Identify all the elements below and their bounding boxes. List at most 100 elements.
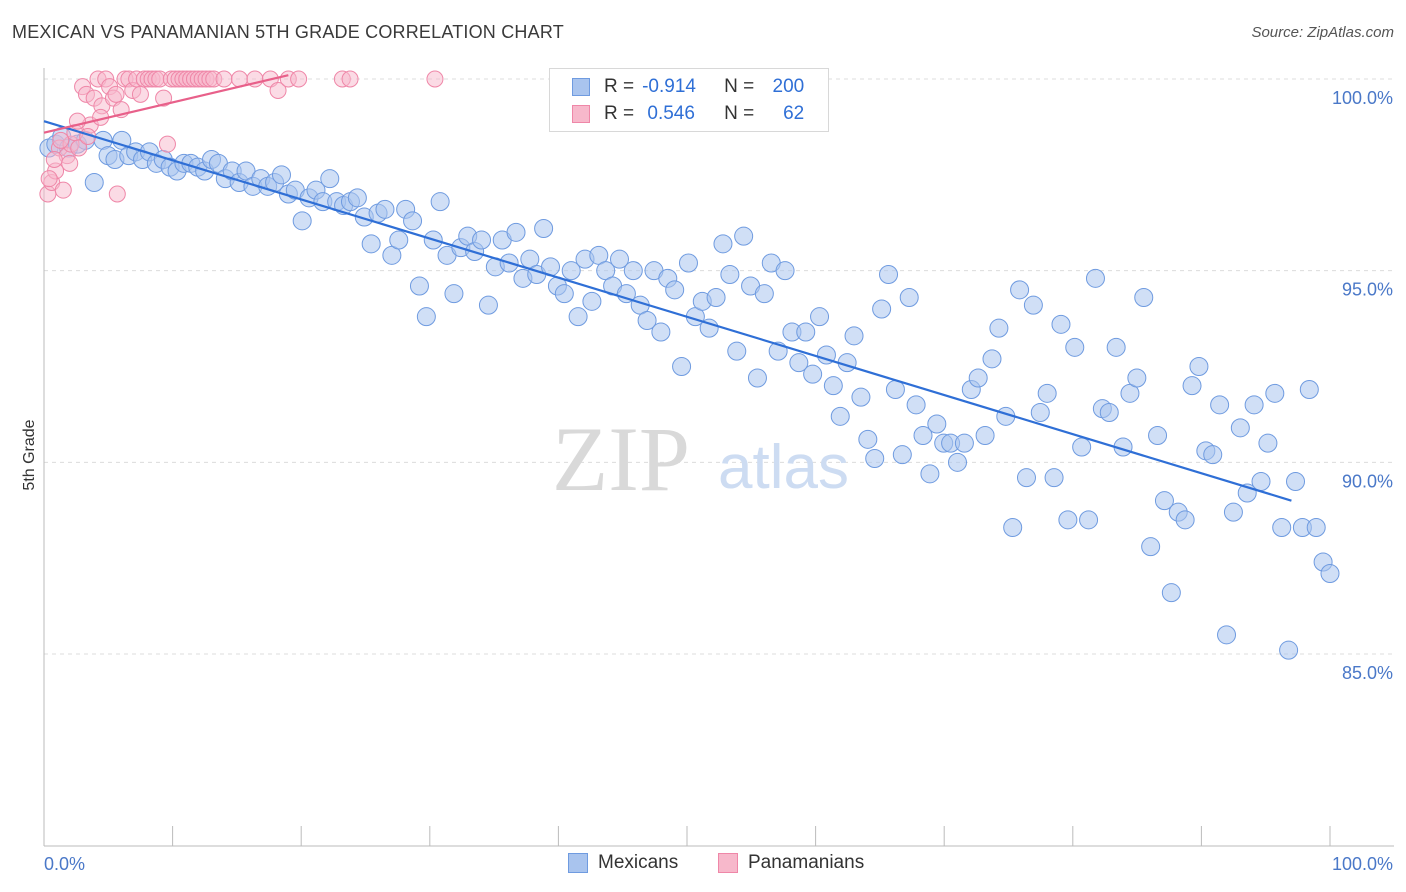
watermark-zip: ZIP xyxy=(552,408,690,510)
data-point-mexicans xyxy=(1037,383,1057,403)
data-point-panamanians xyxy=(426,70,444,88)
data-point-mexicans xyxy=(803,364,823,384)
data-point-mexicans xyxy=(775,261,795,281)
legend-label-mexicans: Mexicans xyxy=(598,852,679,873)
data-point-mexicans xyxy=(609,249,629,269)
data-point-mexicans xyxy=(823,376,843,396)
data-point-mexicans xyxy=(1272,518,1292,537)
data-point-mexicans xyxy=(699,318,719,338)
data-point-mexicans xyxy=(347,188,367,208)
data-point-mexicans xyxy=(1154,491,1174,511)
data-point-mexicans xyxy=(975,426,995,445)
data-point-mexicans xyxy=(409,276,429,296)
data-point-mexicans xyxy=(720,265,740,284)
data-point-mexicans xyxy=(851,387,871,407)
data-point-mexicans xyxy=(320,169,340,189)
data-point-mexicans xyxy=(872,299,892,319)
data-point-mexicans xyxy=(1217,625,1237,645)
legend-r-value: 0.546 xyxy=(642,103,695,124)
data-point-panamanians xyxy=(61,154,79,172)
data-point-mexicans xyxy=(982,349,1002,369)
data-point-mexicans xyxy=(1044,468,1064,488)
data-point-mexicans xyxy=(637,311,657,330)
legend-swatch-mexicans xyxy=(568,853,588,873)
data-point-mexicans xyxy=(865,449,885,468)
legend-label-panamanians: Panamanians xyxy=(748,852,865,873)
data-point-mexicans xyxy=(1258,433,1278,453)
data-point-panamanians xyxy=(108,185,126,203)
legend-swatch-panamanians xyxy=(718,853,738,873)
data-point-mexicans xyxy=(554,284,574,304)
series-mexicans xyxy=(39,127,1340,660)
data-point-panamanians xyxy=(107,85,125,103)
data-point-mexicans xyxy=(1016,468,1036,488)
legend-row-panamanians: R = 0.546 N = 62 xyxy=(572,101,804,127)
data-point-mexicans xyxy=(810,307,830,327)
data-point-mexicans xyxy=(1161,583,1181,603)
data-point-mexicans xyxy=(1279,640,1299,660)
data-point-mexicans xyxy=(1079,510,1099,530)
data-point-panamanians xyxy=(290,70,308,88)
axis-labels: 85.0% 90.0% 95.0% 100.0% 0.0% 100.0% 5th Grade xyxy=(21,88,1393,874)
data-point-mexicans xyxy=(1099,403,1119,422)
data-point-mexicans xyxy=(506,222,526,242)
data-point-mexicans xyxy=(478,295,498,315)
data-point-mexicans xyxy=(747,368,767,388)
data-point-mexicans xyxy=(858,429,878,449)
data-point-mexicans xyxy=(1148,426,1168,445)
legend-n-label: N = xyxy=(724,76,755,97)
legend-item-mexicans[interactable]: Mexicans xyxy=(568,852,678,874)
data-point-mexicans xyxy=(754,284,774,304)
data-point-mexicans xyxy=(568,307,588,327)
data-point-panamanians xyxy=(54,181,72,199)
data-point-mexicans xyxy=(665,280,685,300)
data-point-mexicans xyxy=(623,261,643,281)
data-point-mexicans xyxy=(1299,380,1319,399)
legend-n-label: N = xyxy=(724,103,755,124)
data-point-mexicans xyxy=(1030,403,1050,422)
data-point-mexicans xyxy=(844,326,864,346)
data-point-mexicans xyxy=(1203,445,1223,465)
data-point-mexicans xyxy=(534,219,554,238)
data-point-mexicans xyxy=(472,230,492,250)
data-point-panamanians xyxy=(45,151,63,168)
data-point-mexicans xyxy=(1010,280,1030,300)
legend-n-value: 62 xyxy=(783,103,805,124)
data-point-mexicans xyxy=(389,230,409,250)
data-point-mexicans xyxy=(582,291,602,311)
data-point-mexicans xyxy=(292,211,312,231)
data-point-mexicans xyxy=(1085,268,1105,288)
data-point-mexicans xyxy=(1244,395,1264,415)
trend-line-mexicans xyxy=(43,120,1292,502)
legend-row-mexicans: R = -0.914 N = 200 xyxy=(572,74,804,100)
correlation-legend: R = -0.914 N = 200 R = 0.546 N = 62 xyxy=(549,68,829,132)
data-point-mexicans xyxy=(1127,368,1147,388)
data-point-panamanians xyxy=(269,82,287,99)
data-point-mexicans xyxy=(616,284,636,304)
data-point-mexicans xyxy=(734,226,754,246)
data-point-mexicans xyxy=(954,433,974,453)
x-tick-label-max: 100.0% xyxy=(1332,854,1393,874)
data-point-panamanians xyxy=(215,70,233,88)
data-point-mexicans xyxy=(403,211,423,231)
source-label: Source: ZipAtlas.com xyxy=(1251,24,1394,41)
data-point-mexicans xyxy=(416,307,436,327)
y-tick-label: 100.0% xyxy=(1332,88,1393,108)
y-tick-label: 95.0% xyxy=(1342,280,1393,300)
legend-swatch-mexicans xyxy=(572,78,590,96)
data-point-mexicans xyxy=(906,395,926,415)
data-point-mexicans xyxy=(1182,376,1202,396)
data-point-mexicans xyxy=(727,341,747,361)
data-point-mexicans xyxy=(989,318,1009,338)
data-point-panamanians xyxy=(70,139,88,157)
data-point-mexicans xyxy=(1065,337,1085,357)
legend-item-panamanians[interactable]: Panamanians xyxy=(718,852,864,874)
series-legend: Mexicans Panamanians xyxy=(0,852,1406,878)
watermark: ZIP atlas xyxy=(552,408,849,510)
data-point-mexicans xyxy=(678,253,698,273)
data-point-mexicans xyxy=(1210,395,1230,415)
trend-lines xyxy=(43,74,1292,502)
data-point-mexicans xyxy=(561,261,581,281)
data-point-mexicans xyxy=(672,357,692,376)
